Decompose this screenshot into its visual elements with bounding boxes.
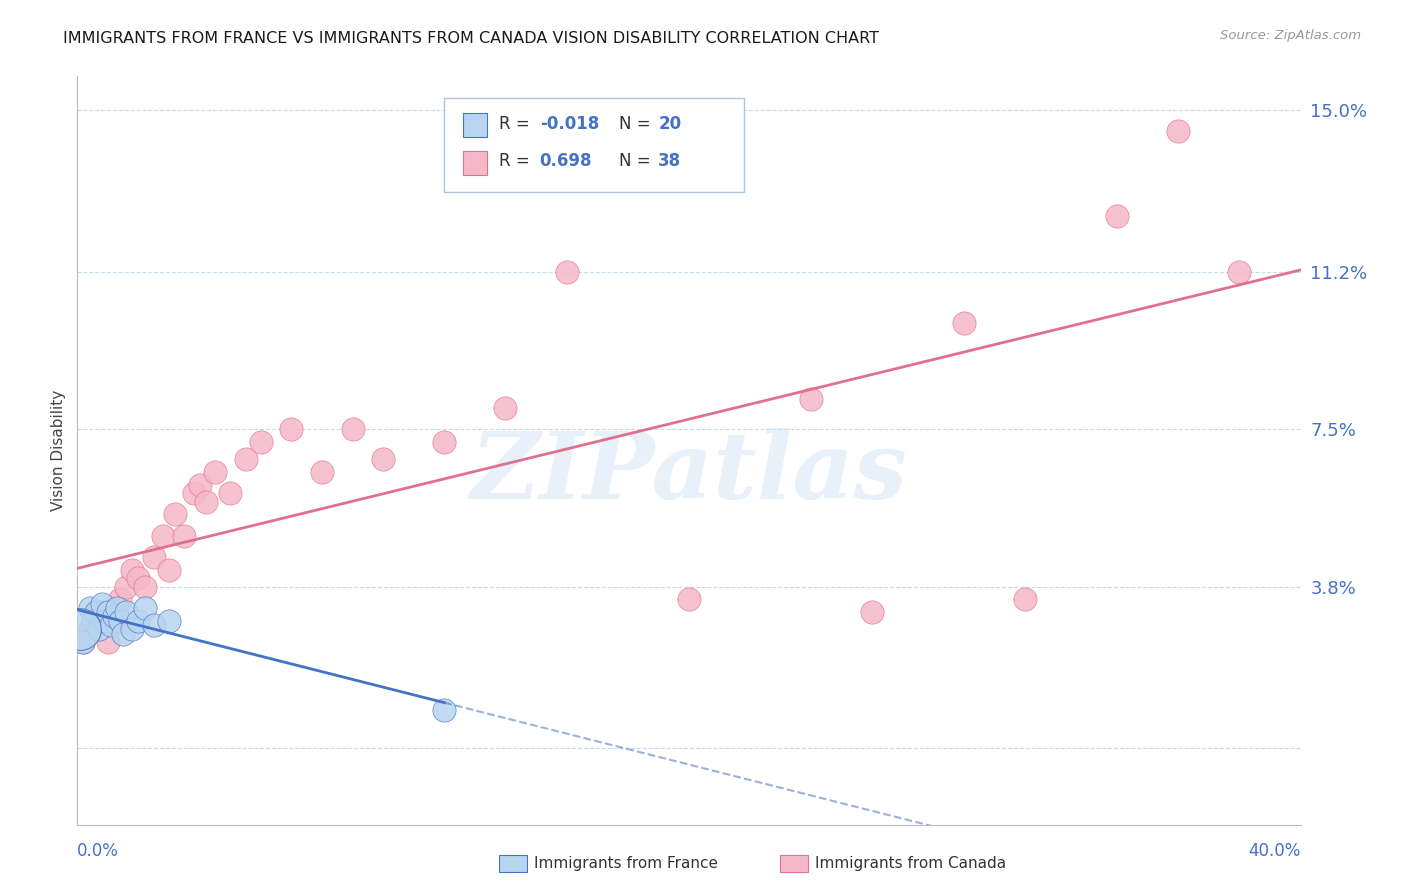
Text: 0.0%: 0.0% bbox=[77, 842, 120, 860]
Point bbox=[127, 571, 149, 585]
Point bbox=[250, 434, 273, 449]
Point bbox=[82, 614, 104, 628]
Point bbox=[84, 614, 107, 628]
Text: IMMIGRANTS FROM FRANCE VS IMMIGRANTS FROM CANADA VISION DISABILITY CORRELATION C: IMMIGRANTS FROM FRANCE VS IMMIGRANTS FRO… bbox=[63, 31, 879, 46]
Point bbox=[115, 605, 138, 619]
Point bbox=[79, 601, 101, 615]
Point bbox=[134, 580, 156, 594]
Point bbox=[953, 316, 976, 330]
Point bbox=[108, 592, 131, 607]
Text: 20: 20 bbox=[658, 115, 682, 133]
Point bbox=[100, 618, 122, 632]
Point bbox=[142, 618, 165, 632]
Text: N =: N = bbox=[619, 153, 657, 170]
Point bbox=[152, 528, 174, 542]
Point bbox=[280, 422, 302, 436]
Point bbox=[495, 401, 517, 415]
Text: Immigrants from Canada: Immigrants from Canada bbox=[815, 856, 1007, 871]
Point bbox=[371, 452, 394, 467]
Text: 0.698: 0.698 bbox=[540, 153, 592, 170]
Point bbox=[69, 622, 91, 636]
Text: -0.018: -0.018 bbox=[540, 115, 599, 133]
Point bbox=[97, 635, 120, 649]
Text: R =: R = bbox=[499, 153, 536, 170]
Point bbox=[157, 563, 180, 577]
Point bbox=[157, 614, 180, 628]
Text: R =: R = bbox=[499, 115, 536, 133]
Text: 40.0%: 40.0% bbox=[1249, 842, 1301, 860]
Point bbox=[235, 452, 257, 467]
Point bbox=[433, 434, 456, 449]
Point bbox=[79, 622, 101, 636]
Text: N =: N = bbox=[619, 115, 657, 133]
Point bbox=[433, 703, 456, 717]
Point bbox=[862, 605, 884, 619]
Point bbox=[1229, 265, 1251, 279]
Point bbox=[87, 622, 110, 636]
Point bbox=[1014, 592, 1036, 607]
Point bbox=[142, 549, 165, 564]
Point bbox=[127, 614, 149, 628]
Point bbox=[103, 605, 125, 619]
Point bbox=[1167, 124, 1189, 138]
Point bbox=[800, 392, 823, 407]
Point bbox=[219, 486, 242, 500]
Point bbox=[311, 465, 333, 479]
Point bbox=[194, 494, 217, 508]
Point bbox=[94, 614, 117, 628]
Point bbox=[97, 605, 120, 619]
Point bbox=[105, 601, 128, 615]
Point bbox=[555, 265, 578, 279]
FancyBboxPatch shape bbox=[463, 113, 486, 137]
Point bbox=[108, 614, 131, 628]
Point bbox=[134, 601, 156, 615]
Point bbox=[112, 626, 135, 640]
Point bbox=[121, 563, 143, 577]
Point bbox=[90, 605, 112, 619]
Point bbox=[121, 622, 143, 636]
Point bbox=[90, 597, 112, 611]
Point bbox=[183, 486, 205, 500]
Y-axis label: Vision Disability: Vision Disability bbox=[51, 390, 66, 511]
Text: ZIPatlas: ZIPatlas bbox=[471, 428, 907, 518]
Point bbox=[115, 580, 138, 594]
Text: 38: 38 bbox=[658, 153, 682, 170]
Point bbox=[84, 605, 107, 619]
Point bbox=[72, 635, 94, 649]
Point bbox=[188, 477, 211, 491]
Text: Immigrants from France: Immigrants from France bbox=[534, 856, 718, 871]
Point bbox=[678, 592, 700, 607]
Point bbox=[173, 528, 195, 542]
Point bbox=[72, 635, 94, 649]
FancyBboxPatch shape bbox=[444, 98, 744, 192]
Text: Source: ZipAtlas.com: Source: ZipAtlas.com bbox=[1220, 29, 1361, 42]
Point bbox=[342, 422, 364, 436]
Point bbox=[1107, 209, 1129, 223]
Point bbox=[204, 465, 226, 479]
FancyBboxPatch shape bbox=[463, 151, 486, 175]
Point bbox=[165, 508, 187, 522]
Point bbox=[103, 609, 125, 624]
